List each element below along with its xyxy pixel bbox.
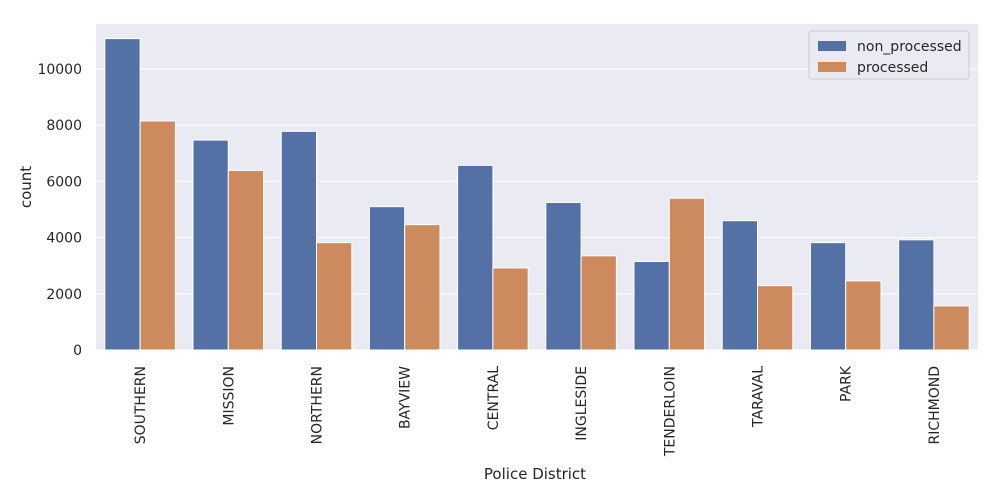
x-tick-label: INGLESIDE <box>574 366 590 441</box>
y-tick-label: 2000 <box>46 287 82 303</box>
y-tick-label: 8000 <box>46 118 82 134</box>
bars <box>104 38 970 351</box>
bar-non_processed-tenderloin <box>633 260 670 351</box>
x-tick-label: MISSION <box>221 366 237 426</box>
legend: non_processed processed <box>808 30 970 80</box>
bar-processed-northern <box>316 242 353 351</box>
legend-swatch-processed <box>818 62 846 72</box>
y-tick-label: 0 <box>73 343 82 359</box>
y-tick-label: 4000 <box>46 231 82 247</box>
bar-processed-ingleside <box>580 255 617 351</box>
bar-processed-park <box>845 280 882 351</box>
x-axis-label: Police District <box>484 465 586 483</box>
x-tick-label: RICHMOND <box>927 366 943 445</box>
bar-non_processed-southern <box>104 38 141 351</box>
bar-processed-richmond <box>933 305 970 351</box>
bar-processed-tenderloin <box>668 197 706 351</box>
bar-processed-taraval <box>757 285 794 351</box>
x-tick-label: NORTHERN <box>310 366 326 444</box>
legend-box <box>808 30 970 80</box>
x-tick-label: CENTRAL <box>486 366 502 430</box>
bar-non_processed-mission <box>192 139 229 351</box>
bar-processed-bayview <box>404 224 441 351</box>
legend-label-processed: processed <box>857 60 928 76</box>
x-tick-label: PARK <box>839 365 855 402</box>
bar-non_processed-ingleside <box>545 201 582 351</box>
y-tick-label: 6000 <box>46 174 82 190</box>
bar-non_processed-park <box>809 242 847 351</box>
bar-non_processed-taraval <box>721 220 758 351</box>
y-tick-label: 10000 <box>37 62 82 78</box>
bar-processed-southern <box>139 120 176 351</box>
x-tick-label: TARAVAL <box>751 366 767 428</box>
bar-non_processed-northern <box>280 130 317 351</box>
x-tick-label: SOUTHERN <box>133 366 149 444</box>
bar-non_processed-central <box>457 164 494 351</box>
x-tick-label: BAYVIEW <box>398 366 414 429</box>
bar-processed-central <box>492 267 529 351</box>
legend-swatch-non_processed <box>818 41 846 51</box>
y-ticks: 0 2000 4000 6000 8000 10000 <box>37 62 82 359</box>
bar-non_processed-bayview <box>368 206 406 351</box>
bar-processed-mission <box>227 169 265 351</box>
bar-non_processed-richmond <box>898 239 935 351</box>
legend-label-non_processed: non_processed <box>857 39 962 55</box>
x-tick-label: TENDERLOIN <box>662 366 678 457</box>
y-axis-label: count <box>17 166 35 208</box>
x-ticks: SOUTHERN MISSION NORTHERN BAYVIEW CENTRAL ING… <box>133 365 943 457</box>
